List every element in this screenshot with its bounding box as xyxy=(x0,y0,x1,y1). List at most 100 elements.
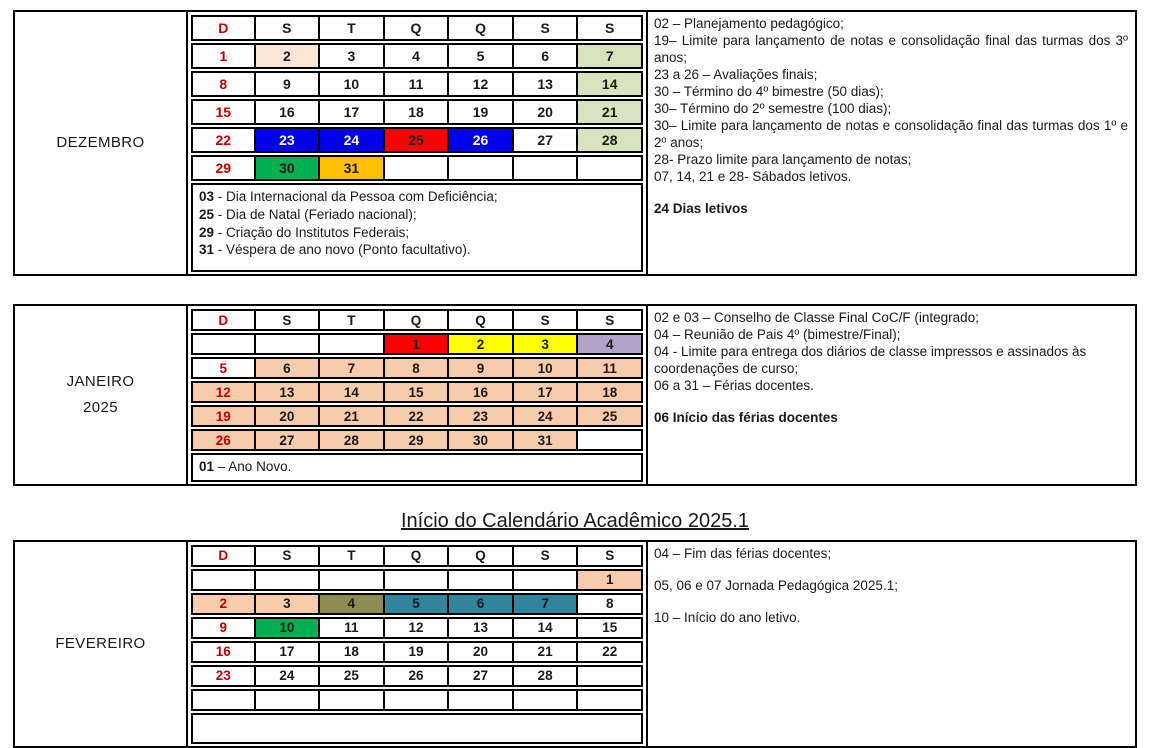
footer-note-line: 29 - Criação do Institutos Federais; xyxy=(199,224,410,240)
day-cell: 30 xyxy=(253,155,321,181)
day-cell: 4 xyxy=(576,333,643,355)
calendar-grid: D S T Q Q S S 1 2 3 4 5 6 7 8 9 10 11 12 13 14 15 16 17 18 19 20 21… xyxy=(191,15,643,181)
month-name: FEVEREIRO xyxy=(15,541,188,746)
day-cell xyxy=(191,333,256,355)
day-cell: 25 xyxy=(576,405,643,427)
day-cell: 24 xyxy=(511,405,579,427)
weekday-header-cell: T xyxy=(318,15,385,41)
day-cell: 7 xyxy=(318,357,385,379)
day-cell: 15 xyxy=(576,616,643,639)
day-cell: 25 xyxy=(318,664,385,687)
day-cell: 19 xyxy=(191,405,256,427)
day-cell: 28 xyxy=(318,429,385,451)
side-note-line: 06 a 31 – Férias docentes. xyxy=(654,378,814,393)
day-cell: 15 xyxy=(191,99,256,125)
side-notes: 04 – Fim das férias docentes; 05, 06 e 07… xyxy=(646,541,1135,746)
day-cell: 4 xyxy=(382,43,450,69)
day-cell: 17 xyxy=(253,640,321,663)
side-note-line: 05, 06 e 07 Jornada Pedagógica 2025.1; xyxy=(654,577,898,593)
day-cell xyxy=(318,333,385,355)
day-cell xyxy=(191,568,256,591)
month-middle: D S T Q Q S S 1 2 3 4 5 6 7 8 9 10 11 12 13 14 15 16 17 18 19 20 21… xyxy=(188,12,646,274)
side-note-line: 30 – Término do 4º bimestre (50 dias); xyxy=(654,84,884,99)
weekday-header-cell: S xyxy=(511,309,579,331)
day-cell: 23 xyxy=(253,127,321,153)
day-cell: 13 xyxy=(511,71,579,97)
page-title: Início do Calendário Acadêmico 2025.1 xyxy=(400,509,749,532)
day-cell: 23 xyxy=(191,664,256,687)
day-cell: 14 xyxy=(318,381,385,403)
footer-note-line: 01 – Ano Novo. xyxy=(199,459,292,474)
side-note-line: 19– Limite para lançamento de notas e co… xyxy=(654,33,1128,65)
footer-note-line: 31 - Véspera de ano novo (Ponto facultat… xyxy=(199,242,471,258)
day-cell: 3 xyxy=(253,592,321,615)
weekday-header-cell: T xyxy=(318,309,385,331)
day-cell: 20 xyxy=(447,640,514,663)
weekday-header-cell: S xyxy=(576,15,643,41)
day-cell xyxy=(253,688,321,711)
day-cell: 9 xyxy=(447,357,514,379)
month-block-fevereiro: FEVEREIRO D S T Q Q S S 1 2 3 4 5 6 7 8 9 10 11 12 13 14 15 16… xyxy=(13,539,1137,748)
side-notes: 02 e 03 – Conselho de Classe Final CoC/F… xyxy=(646,306,1135,484)
day-cell xyxy=(576,155,643,181)
month-name-line: DEZEMBRO xyxy=(56,134,145,152)
day-cell: 10 xyxy=(318,71,385,97)
day-cell: 12 xyxy=(447,71,514,97)
day-cell: 16 xyxy=(191,640,256,663)
month-middle: D S T Q Q S S 1 2 3 4 5 6 7 8 9 10 11 12 13 14 15 16 17 18 19 20 21… xyxy=(188,542,646,746)
day-cell: 25 xyxy=(382,127,450,153)
footer-notes xyxy=(191,712,643,744)
weekday-header-cell: Q xyxy=(382,544,450,567)
day-cell: 12 xyxy=(382,616,450,639)
month-name-line: JANEIRO xyxy=(66,373,135,391)
day-cell: 24 xyxy=(318,127,385,153)
day-cell: 4 xyxy=(318,592,385,615)
day-cell xyxy=(318,688,385,711)
calendar-grid: D S T Q Q S S 1 2 3 4 5 6 7 8 9 10 11 12 13 14 15 16 17 18 19 20 21… xyxy=(191,544,643,711)
day-cell: 22 xyxy=(382,405,450,427)
day-cell: 3 xyxy=(318,43,385,69)
day-cell: 13 xyxy=(447,616,514,639)
weekday-header-cell: D xyxy=(191,15,256,41)
day-cell: 10 xyxy=(253,616,321,639)
day-cell xyxy=(382,568,450,591)
day-cell: 31 xyxy=(318,155,385,181)
weekday-header-cell: S xyxy=(576,544,643,567)
day-cell: 28 xyxy=(576,127,643,153)
day-cell: 6 xyxy=(447,592,514,615)
day-cell: 19 xyxy=(447,99,514,125)
day-cell: 8 xyxy=(576,592,643,615)
day-cell: 17 xyxy=(511,381,579,403)
day-cell: 27 xyxy=(511,127,579,153)
day-cell: 29 xyxy=(382,429,450,451)
calendar-grid: D S T Q Q S S 1 2 3 4 5 6 7 8 9 10 11 12 13 14 15 16 17 18 19 20 21… xyxy=(191,309,643,451)
day-cell xyxy=(511,688,579,711)
weekday-header-cell: S xyxy=(253,309,321,331)
day-cell: 26 xyxy=(382,664,450,687)
side-note-line: 06 Início das férias docentes xyxy=(654,410,838,425)
day-cell: 2 xyxy=(253,43,321,69)
day-cell: 17 xyxy=(318,99,385,125)
day-cell: 18 xyxy=(318,640,385,663)
day-cell: 19 xyxy=(382,640,450,663)
day-cell: 23 xyxy=(447,405,514,427)
day-cell: 20 xyxy=(253,405,321,427)
weekday-header-cell: S xyxy=(511,15,579,41)
footer-note-line: 03 - Dia Internacional da Pessoa com Def… xyxy=(199,189,498,204)
day-cell: 30 xyxy=(447,429,514,451)
weekday-header-cell: D xyxy=(191,544,256,567)
day-cell: 10 xyxy=(511,357,579,379)
day-cell xyxy=(576,688,643,711)
day-cell xyxy=(447,688,514,711)
side-note-line: 04 – Reunião de Pais 4º (bimestre/Final)… xyxy=(654,327,901,342)
side-note-line: 10 – Início do ano letivo. xyxy=(654,609,801,625)
day-cell xyxy=(382,155,450,181)
day-cell xyxy=(447,155,514,181)
day-cell: 28 xyxy=(511,664,579,687)
day-cell: 5 xyxy=(447,43,514,69)
day-cell: 1 xyxy=(382,333,450,355)
day-cell: 31 xyxy=(511,429,579,451)
weekday-header-cell: S xyxy=(253,15,321,41)
day-cell: 8 xyxy=(191,71,256,97)
